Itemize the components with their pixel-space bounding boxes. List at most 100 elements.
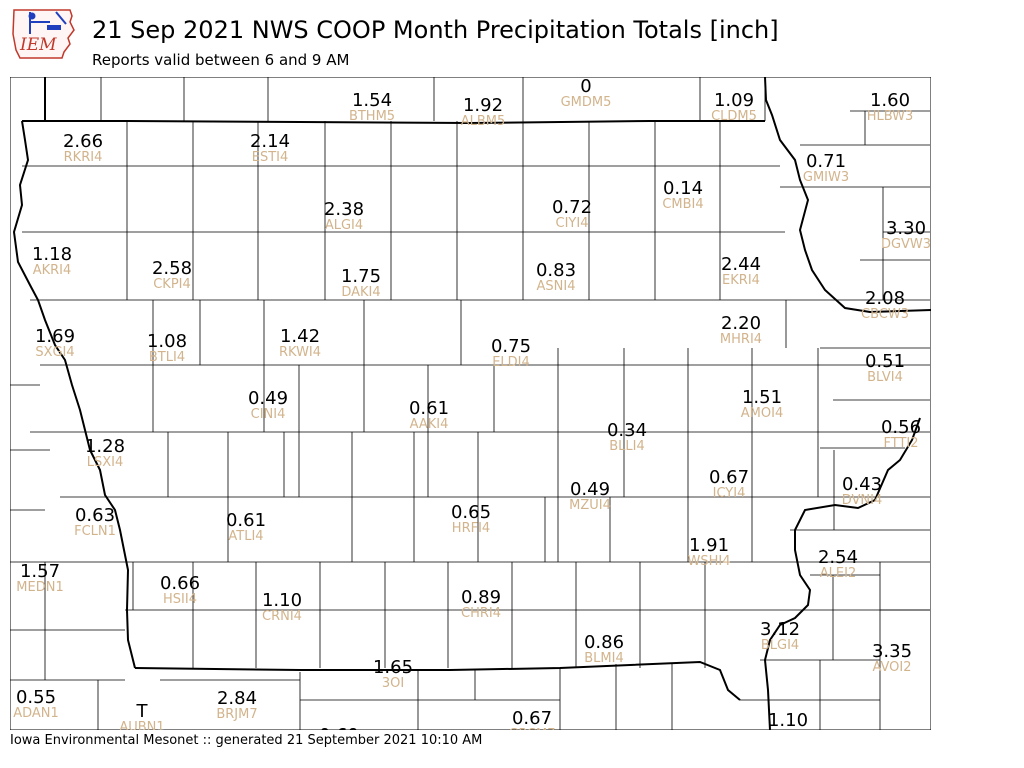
- station-id: CRNI4: [262, 609, 302, 624]
- station-value: 1.18: [32, 244, 72, 265]
- weather-station-icon: [28, 11, 67, 34]
- station-id: MEDN1: [16, 580, 63, 595]
- station-id: AMOI4: [741, 406, 783, 421]
- station-plot: 0.67GRCM7: [508, 708, 555, 730]
- station-value: 2.84: [217, 688, 257, 709]
- station-value: 1.65: [373, 657, 413, 678]
- station-value: 0.14: [663, 178, 703, 199]
- station-id: AKRI4: [33, 263, 72, 278]
- station-id: FTTI2: [883, 436, 918, 451]
- station-plot: 1.10BTYI2: [768, 710, 808, 730]
- iem-logo: IEM: [12, 9, 75, 59]
- station-value: 0.66: [160, 573, 200, 594]
- station-id: MZUI4: [569, 498, 611, 513]
- station-id: ATLI4: [228, 529, 263, 544]
- station-value: 0.34: [607, 420, 647, 441]
- station-id: BTHM5: [349, 109, 395, 124]
- station-id: GRCM7: [508, 727, 555, 730]
- station-value: 2.58: [152, 258, 192, 279]
- station-id: ASNI4: [537, 279, 576, 294]
- station-id: BTLI4: [149, 350, 185, 365]
- station-id: CLDM5: [711, 109, 757, 124]
- station-value: 1.54: [352, 90, 392, 111]
- station-value: 0.69: [319, 725, 359, 730]
- station-value: 2.66: [63, 131, 103, 152]
- station-id: ALBM5: [461, 114, 506, 129]
- station-id: BLVI4: [867, 370, 903, 385]
- station-id: BLGI4: [761, 638, 799, 653]
- station-value: 2.54: [818, 547, 858, 568]
- station-id: ADAN1: [13, 706, 59, 721]
- station-id: CHRI4: [461, 606, 501, 621]
- station-id: ESTI4: [252, 150, 289, 165]
- station-value: 0.71: [806, 151, 846, 172]
- station-id: 3OI: [382, 676, 404, 691]
- station-value: 0.67: [512, 708, 552, 729]
- station-value: 0.49: [248, 388, 288, 409]
- station-value: 0.67: [709, 467, 749, 488]
- station-value: 0.43: [842, 474, 882, 495]
- page-subtitle: Reports valid between 6 and 9 AM: [92, 51, 350, 69]
- station-value: 0.56: [881, 417, 921, 438]
- station-value: 0.75: [491, 336, 531, 357]
- station-id: ELDI4: [492, 355, 530, 370]
- map-frame: [10, 77, 931, 730]
- footer-credit: Iowa Environmental Mesonet :: generated …: [10, 733, 483, 748]
- station-id: BTYI2: [770, 729, 807, 730]
- station-value: 3.12: [760, 619, 800, 640]
- station-value: 1.57: [20, 561, 60, 582]
- station-value: 1.10: [768, 710, 808, 730]
- station-value: 0.83: [536, 260, 576, 281]
- station-id: SXGI4: [35, 345, 74, 360]
- station-value: 0.89: [461, 587, 501, 608]
- station-id: AVOI2: [872, 660, 911, 675]
- station-id: BRJM7: [216, 707, 257, 722]
- station-value: 0.61: [226, 510, 266, 531]
- station-value: 2.38: [324, 199, 364, 220]
- station-value: 3.30: [886, 218, 926, 239]
- station-value: 1.91: [689, 535, 729, 556]
- station-id: AUBN1: [119, 720, 164, 730]
- station-id: CINI4: [251, 407, 286, 422]
- station-id: CKPI4: [153, 277, 191, 292]
- station-id: HRFI4: [452, 521, 490, 536]
- station-value: 2.20: [721, 313, 761, 334]
- station-value: 0.72: [552, 197, 592, 218]
- station-id: CIYI4: [556, 216, 589, 231]
- station-value: T: [136, 701, 149, 722]
- station-id: WSHI4: [688, 554, 731, 569]
- station-value: 0.49: [570, 479, 610, 500]
- iowa-outline-icon: [12, 9, 75, 59]
- station-id: HSII4: [163, 592, 197, 607]
- station-id: DVNI4: [842, 493, 883, 508]
- station-value: 0.63: [75, 505, 115, 526]
